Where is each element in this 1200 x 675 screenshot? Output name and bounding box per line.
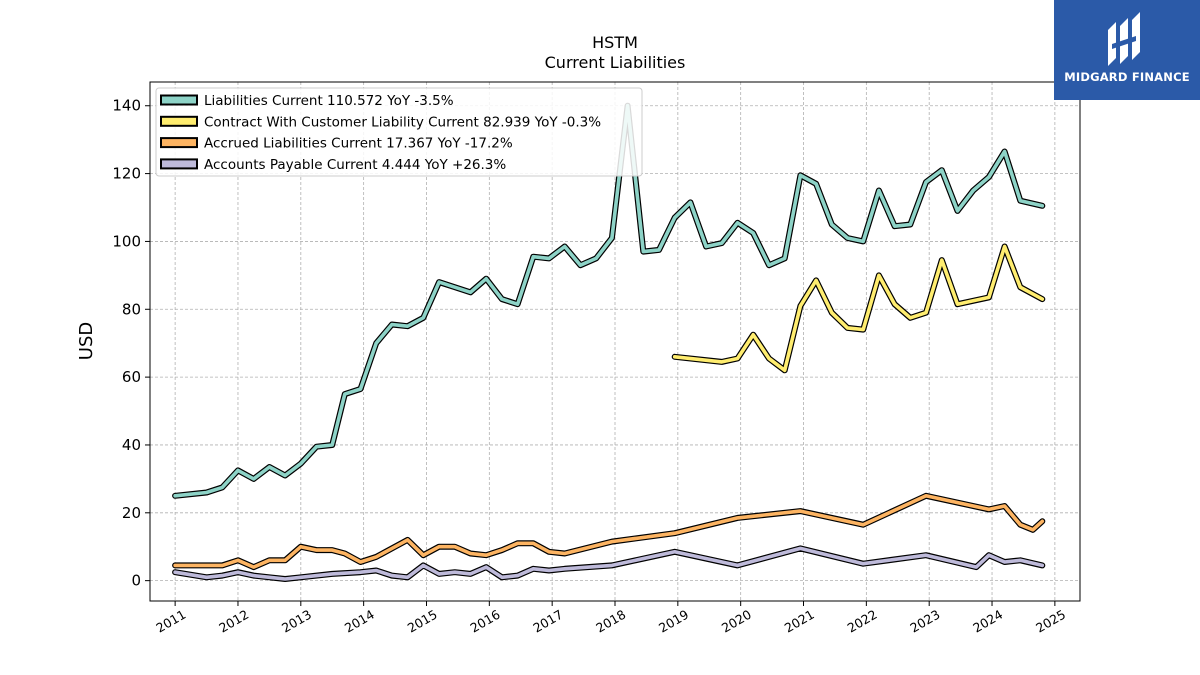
series-layer [172,102,1046,582]
x-tick-label: 2020 [719,607,754,636]
series-4 [172,545,1046,582]
series-line [672,244,1045,373]
x-tick-label: 2016 [468,607,503,636]
x-tick-label: 2022 [845,607,880,636]
x-tick-label: 2012 [216,607,251,636]
x-axis-ticks: 2011 2012 2013 2014 2015 2016 2017 2018 2019 2020… [153,601,1068,636]
series-2 [671,243,1046,374]
x-tick-label: 2024 [970,607,1005,636]
legend-label: Accrued Liabilities Current 17.367 YoY -… [204,136,513,152]
y-tick-label: 100 [112,232,141,250]
legend-label: Contract With Customer Liability Current… [204,114,601,130]
y-axis-label: USD [76,322,97,360]
legend-box [155,87,643,177]
x-tick-label: 2014 [342,607,377,636]
series-line [173,103,1045,498]
x-tick-label: 2017 [530,607,565,636]
legend: Liabilities Current 110.572 YoY -3.5% Con… [155,87,643,177]
x-tick-label: 2013 [279,607,314,636]
legend-label: Liabilities Current 110.572 YoY -3.5% [204,93,454,109]
y-tick-label: 80 [122,300,141,318]
x-tick-label: 2019 [656,607,691,636]
series-1 [172,102,1046,499]
brand-logo: MIDGARD FINANCE [1054,0,1200,100]
y-tick-label: 60 [122,368,141,386]
x-tick-label: 2011 [153,607,188,636]
y-tick-label: 0 [131,572,141,590]
y-axis-ticks: 0 20 40 60 80 100 120 140 [112,97,150,590]
x-tick-label: 2023 [907,607,942,636]
legend-swatch [160,94,198,106]
y-tick-label: 140 [112,97,141,115]
legend-swatch [160,137,198,149]
x-tick-label: 2018 [593,607,628,636]
legend-swatch [160,158,198,170]
chart-subtitle: Current Liabilities [545,53,686,72]
series-line [173,493,1045,569]
x-tick-label: 2021 [782,607,817,636]
series-line [173,546,1045,581]
brand-name: MIDGARD FINANCE [1064,70,1190,84]
y-tick-label: 20 [122,504,141,522]
x-tick-label: 2025 [1033,607,1068,636]
series-line-outline [671,243,1046,374]
midgard-logo-icon [1108,12,1140,66]
legend-label: Accounts Payable Current 4.444 YoY +26.3… [204,157,506,173]
y-tick-label: 120 [112,165,141,183]
x-tick-label: 2015 [405,607,440,636]
series-3 [172,492,1046,571]
y-tick-label: 40 [122,436,141,454]
chart-title: HSTM [592,33,638,52]
series-line-outline [172,545,1046,582]
legend-swatch [160,115,198,127]
